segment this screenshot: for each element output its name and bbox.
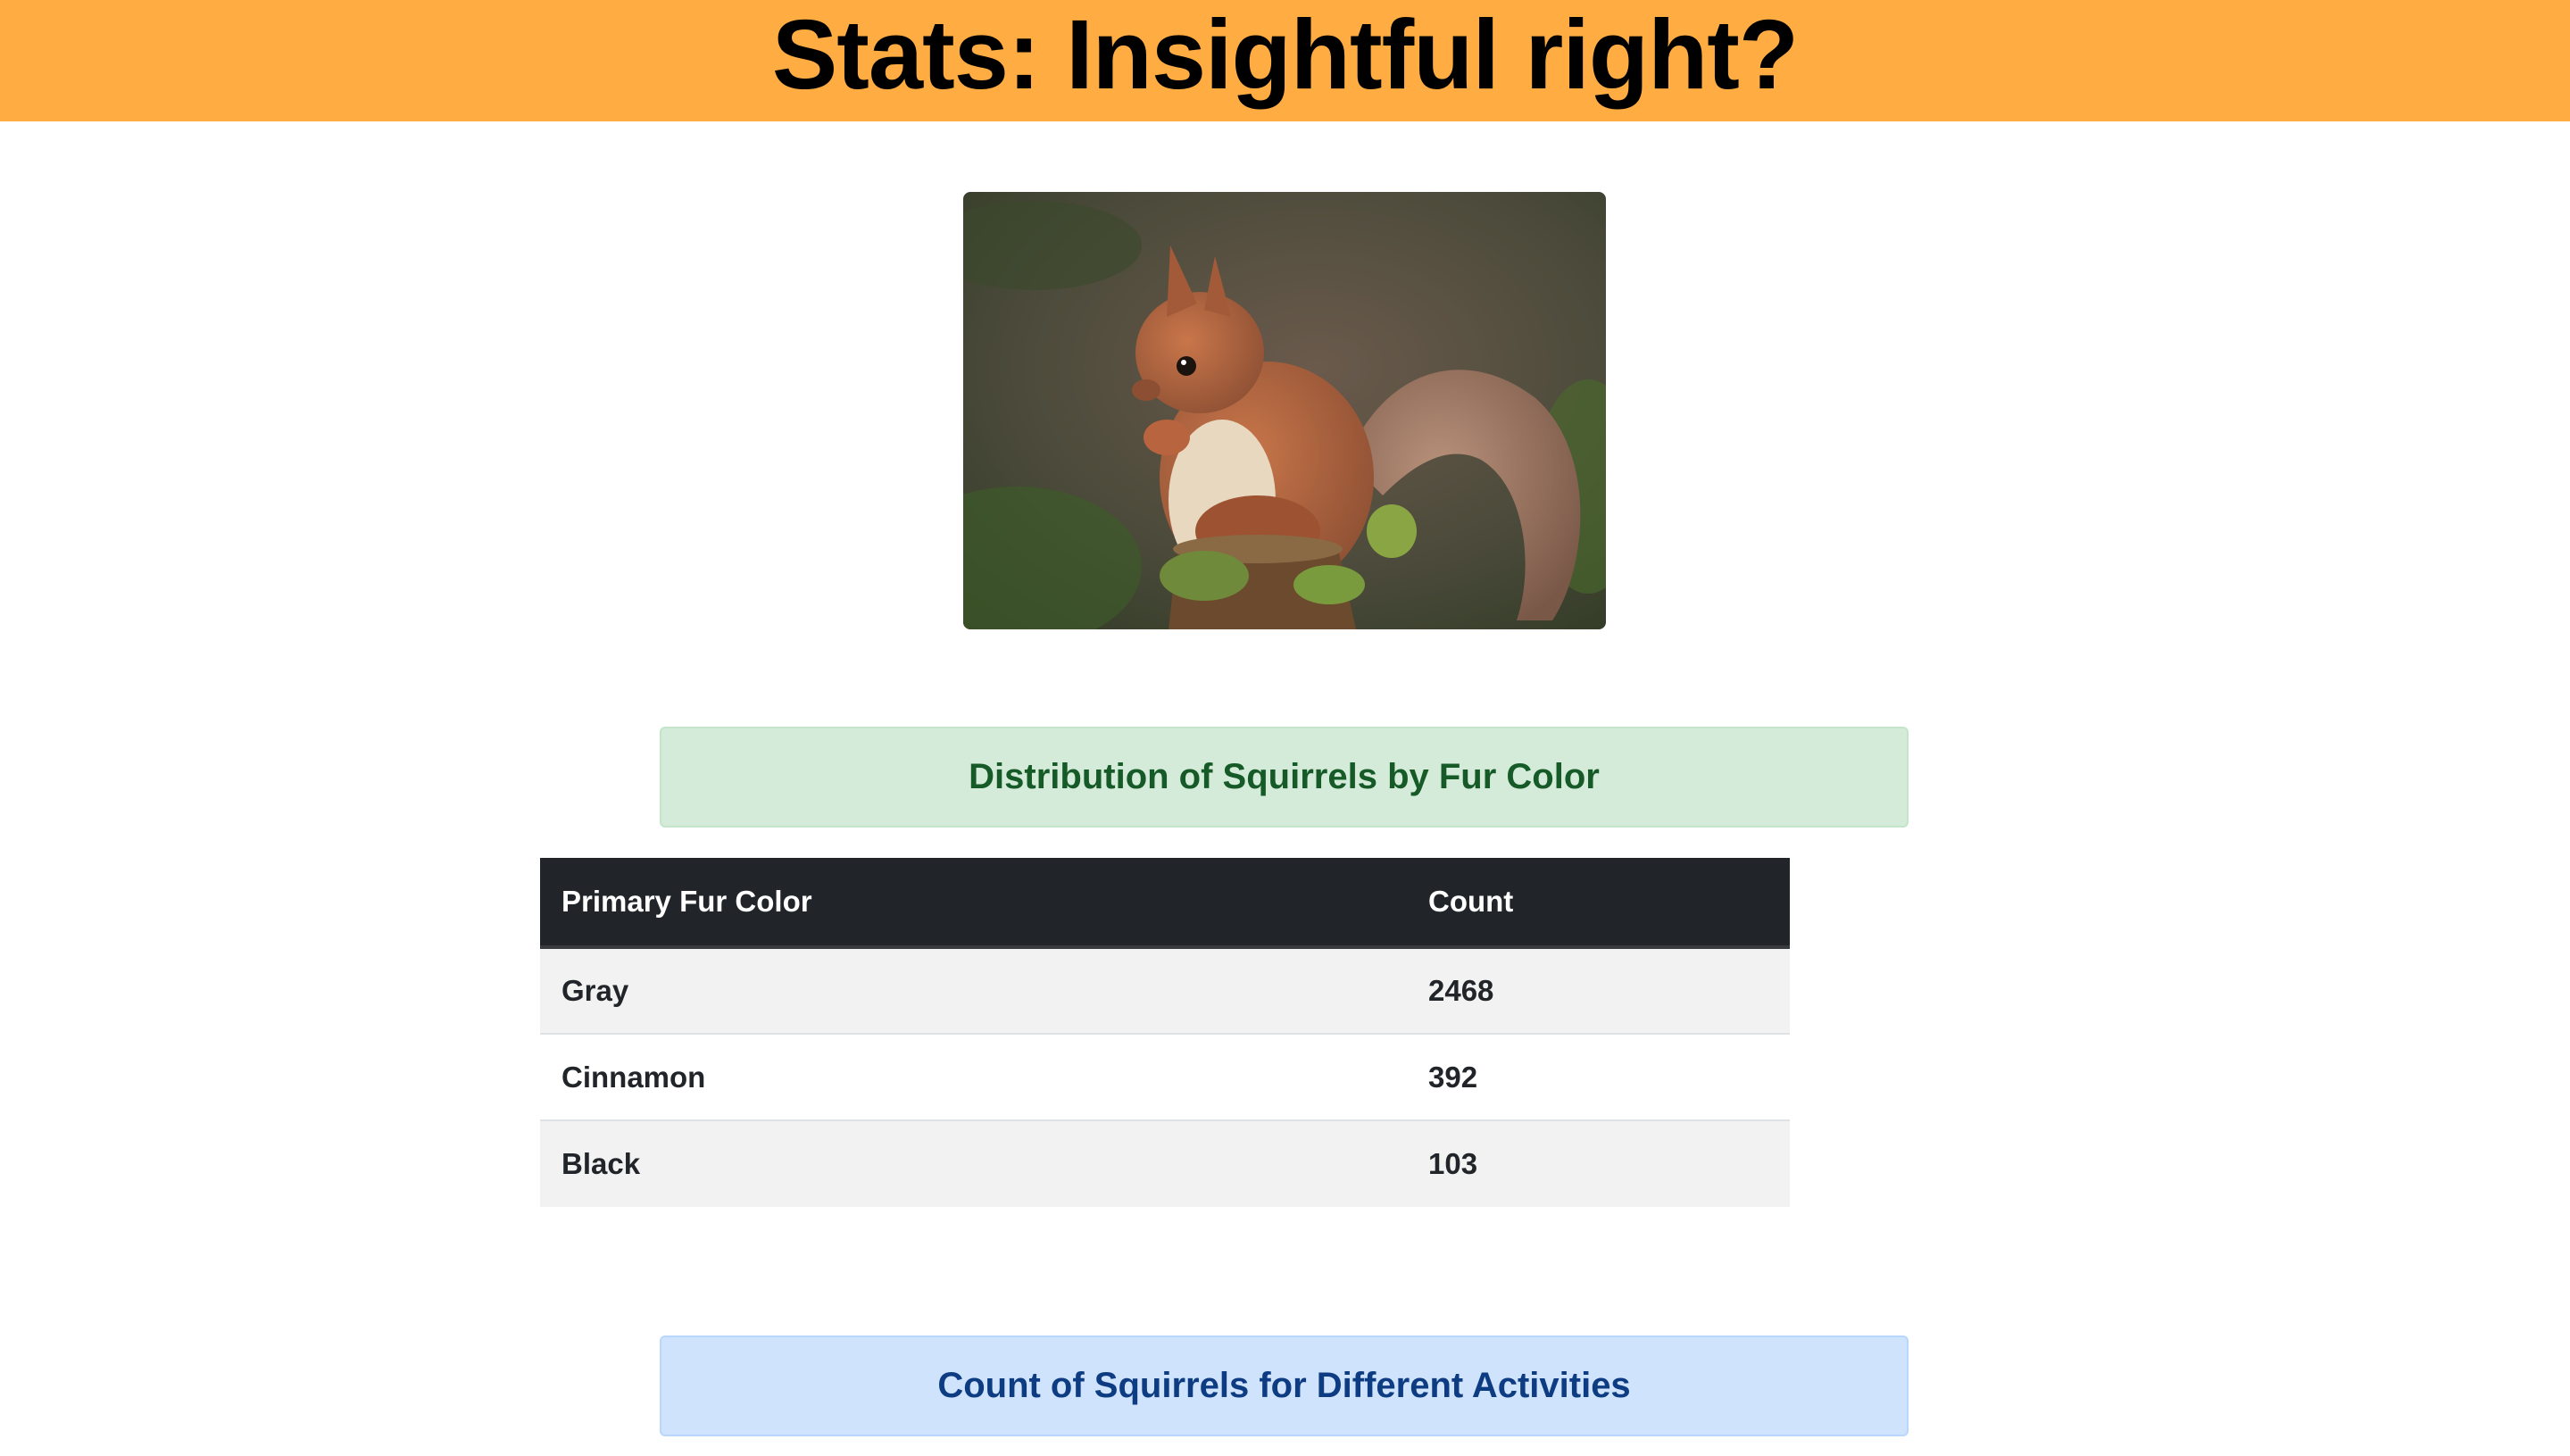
squirrel-photo bbox=[963, 192, 1606, 629]
fur-color-cell: Black bbox=[561, 1147, 641, 1180]
table-row: Gray 2468 bbox=[540, 947, 1790, 1034]
count-cell: 103 bbox=[1428, 1147, 1478, 1180]
column-header-count: Count bbox=[1407, 858, 1790, 949]
fur-color-cell: Cinnamon bbox=[561, 1060, 706, 1094]
count-cell: 392 bbox=[1428, 1060, 1478, 1094]
count-cell: 2468 bbox=[1428, 974, 1494, 1007]
table-header-row: Primary Fur Color Count bbox=[540, 858, 1790, 949]
fur-color-heading: Distribution of Squirrels by Fur Color bbox=[969, 757, 1600, 796]
fur-color-cell: Gray bbox=[561, 974, 629, 1007]
column-header-fur-color: Primary Fur Color bbox=[540, 858, 1407, 949]
table-row: Black 103 bbox=[540, 1120, 1790, 1207]
table-row: Cinnamon 392 bbox=[540, 1034, 1790, 1120]
activities-heading: Count of Squirrels for Different Activit… bbox=[937, 1366, 1631, 1405]
fur-color-table: Primary Fur Color Count Gray 2468 Cinnam… bbox=[540, 858, 1790, 1207]
squirrel-illustration bbox=[963, 192, 1606, 629]
page-title: Stats: Insightful right? bbox=[771, 0, 1799, 110]
activities-heading-banner: Count of Squirrels for Different Activit… bbox=[660, 1335, 1909, 1436]
page-header: Stats: Insightful right? bbox=[0, 0, 2570, 121]
fur-color-heading-banner: Distribution of Squirrels by Fur Color bbox=[660, 727, 1909, 828]
